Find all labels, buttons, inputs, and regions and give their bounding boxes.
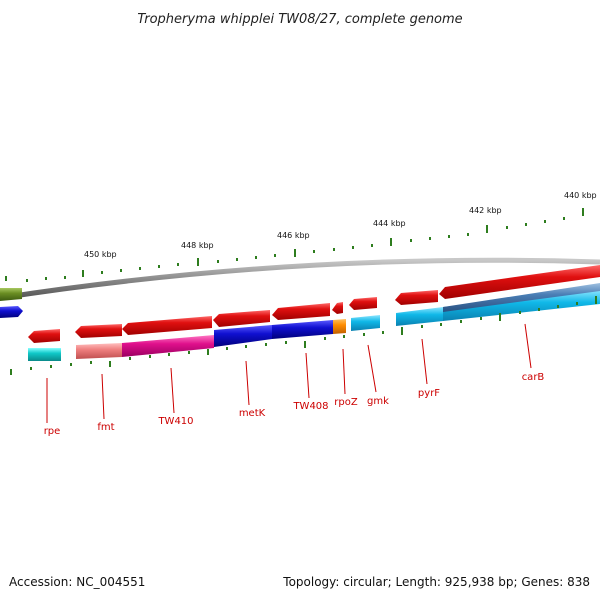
gene-orange-rpoz (333, 319, 346, 334)
scale-label-444kbp: 444 kbp (373, 219, 406, 228)
genome-backbone (0, 257, 600, 301)
gene-label-metk: metK (239, 408, 266, 419)
gene-label-tw410: TW410 (157, 416, 193, 427)
genome-summary: Topology: circular; Length: 925,938 bp; … (282, 575, 590, 589)
gene-salmon-fmt (76, 343, 122, 359)
gene-label-rpe: rpe (44, 426, 61, 437)
gene-blue-left (0, 306, 23, 318)
gene-label-carb: carB (522, 372, 545, 383)
gene-label-gmk: gmk (367, 396, 389, 407)
scale-label-440kbp: 440 kbp (564, 191, 597, 200)
scale-label-446kbp: 446 kbp (277, 231, 310, 240)
gene-olive-left (0, 288, 22, 301)
scale-label-448kbp: 448 kbp (181, 241, 214, 250)
gene-teal-rpe (28, 348, 61, 361)
accession-label: Accession: NC_004551 (9, 575, 145, 589)
gene-metk (213, 310, 270, 327)
gene-tw408 (272, 303, 330, 320)
gene-cyan-pyrf (396, 307, 443, 326)
outer-tick-row (5, 208, 584, 282)
gene-blue-metk (214, 325, 272, 347)
gene-label-tw408: TW408 (292, 401, 328, 412)
gene-rpe (28, 329, 60, 343)
gene-fmt (75, 324, 122, 338)
gene-pyrf (395, 290, 438, 305)
gene-carb (439, 265, 600, 299)
gene-magenta-tw410 (122, 335, 214, 357)
scale-label-442kbp: 442 kbp (469, 206, 502, 215)
gene-steel-carb (443, 283, 600, 312)
gene-tw410 (122, 316, 212, 335)
inner-tick-row (10, 296, 597, 375)
map-title: Tropheryma whipplei TW08/27, complete ge… (137, 12, 462, 27)
gene-label-rpoz: rpoZ (334, 397, 358, 408)
gene-cyan-carb (443, 290, 600, 321)
gene-gmk (349, 297, 377, 310)
gene-blue-tw408 (272, 320, 333, 339)
gene-label-fmt: fmt (97, 422, 114, 433)
scale-label-450kbp: 450 kbp (84, 250, 117, 259)
gene-cyan-gmk (351, 315, 380, 331)
gene-rpoz (332, 302, 343, 314)
gene-label-pyrf: pyrF (418, 388, 440, 399)
gene-leader-lines (46, 323, 532, 423)
